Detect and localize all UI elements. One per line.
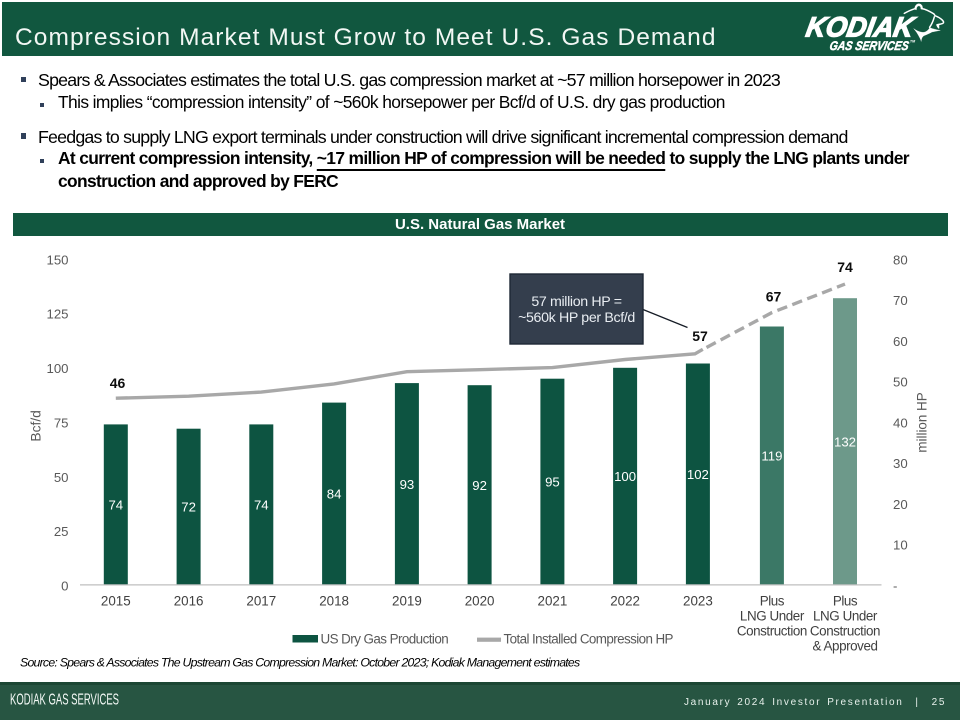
svg-text:10: 10 — [893, 538, 908, 553]
svg-text:92: 92 — [472, 478, 487, 493]
svg-text:50: 50 — [893, 375, 908, 390]
svg-text:30: 30 — [893, 456, 908, 471]
svg-text:20: 20 — [893, 497, 908, 512]
svg-text:74: 74 — [837, 259, 853, 275]
svg-text:LNG Under: LNG Under — [813, 609, 878, 624]
svg-text:TM: TM — [910, 40, 916, 44]
svg-text:75: 75 — [54, 415, 69, 430]
svg-text:2016: 2016 — [174, 594, 204, 609]
svg-text:2020: 2020 — [465, 594, 495, 609]
svg-text:Plus: Plus — [760, 594, 785, 609]
svg-text:2023: 2023 — [683, 594, 713, 609]
svg-text:-: - — [893, 579, 897, 594]
svg-text:100: 100 — [46, 361, 68, 376]
svg-text:93: 93 — [400, 477, 415, 492]
svg-text:KODIAK GAS SERVICES: KODIAK GAS SERVICES — [10, 692, 119, 709]
svg-text:KODIAK: KODIAK — [804, 11, 918, 42]
svg-text:74: 74 — [108, 498, 123, 513]
svg-text:2017: 2017 — [246, 594, 276, 609]
svg-text:60: 60 — [893, 334, 908, 349]
svg-text:119: 119 — [761, 449, 782, 464]
svg-text:2019: 2019 — [392, 594, 422, 609]
svg-text:2018: 2018 — [319, 594, 349, 609]
svg-text:2021: 2021 — [538, 594, 568, 609]
svg-text:50: 50 — [54, 470, 69, 485]
svg-text:& Approved: & Approved — [812, 639, 877, 654]
svg-text:2022: 2022 — [610, 594, 640, 609]
svg-text:Total Installed Compression HP: Total Installed Compression HP — [504, 631, 674, 646]
svg-text:125: 125 — [46, 307, 68, 322]
svg-text:million HP: million HP — [915, 392, 930, 452]
svg-text:95: 95 — [545, 475, 560, 490]
svg-text:25: 25 — [54, 524, 69, 539]
svg-text:0: 0 — [61, 579, 68, 594]
svg-text:132: 132 — [834, 434, 856, 449]
svg-text:70: 70 — [893, 293, 908, 308]
svg-text:Construction: Construction — [737, 624, 807, 639]
svg-text:46: 46 — [110, 375, 126, 391]
svg-text:Plus: Plus — [833, 594, 858, 609]
svg-text:57 million HP =: 57 million HP = — [531, 294, 621, 310]
svg-text:80: 80 — [893, 252, 908, 267]
svg-text:40: 40 — [893, 415, 908, 430]
svg-text:January 2024 Investor Presenta: January 2024 Investor Presentation | 25 — [684, 697, 946, 708]
svg-text:GAS SERVICES: GAS SERVICES — [828, 39, 910, 53]
svg-text:LNG Under: LNG Under — [740, 609, 805, 624]
svg-text:67: 67 — [766, 289, 782, 305]
svg-text:57: 57 — [692, 328, 708, 344]
svg-text:2015: 2015 — [101, 594, 131, 609]
svg-text:Construction: Construction — [810, 624, 880, 639]
svg-text:74: 74 — [254, 498, 269, 513]
svg-text:72: 72 — [181, 500, 196, 515]
svg-text:Bcf/d: Bcf/d — [29, 410, 44, 441]
svg-text:~560k HP per Bcf/d: ~560k HP per Bcf/d — [518, 310, 635, 326]
svg-text:102: 102 — [687, 467, 709, 482]
svg-text:84: 84 — [327, 487, 342, 502]
svg-text:Source: Spears & Associates Th: Source: Spears & Associates The Upstream… — [20, 656, 580, 670]
svg-text:US Dry Gas Production: US Dry Gas Production — [321, 631, 449, 646]
svg-text:100: 100 — [614, 469, 636, 484]
svg-text:150: 150 — [46, 252, 68, 267]
